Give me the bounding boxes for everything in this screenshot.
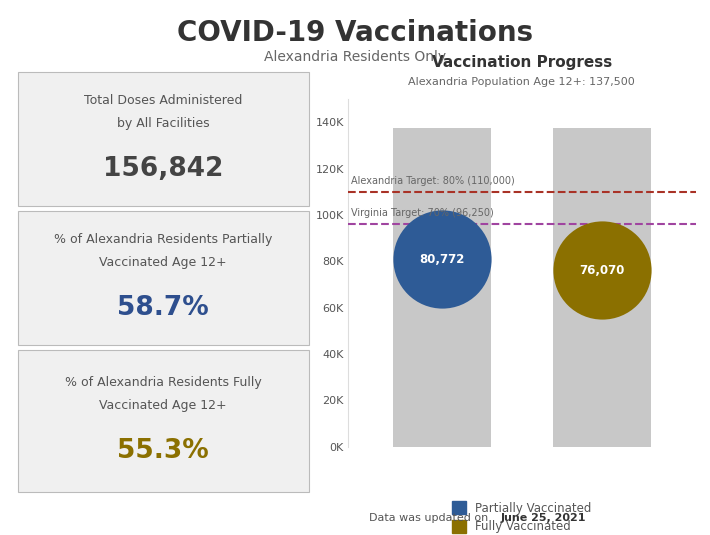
Text: % of Alexandria Residents Partially: % of Alexandria Residents Partially (54, 233, 273, 246)
Bar (553, 128, 650, 447)
Text: Alexandria Residents Only: Alexandria Residents Only (264, 50, 446, 64)
Text: Vaccinated Age 12+: Vaccinated Age 12+ (99, 399, 227, 412)
Text: 55.3%: 55.3% (117, 438, 209, 464)
Text: by All Facilities: by All Facilities (117, 117, 209, 129)
Point (596, 266, 608, 274)
Text: Vaccination Progress: Vaccination Progress (432, 55, 612, 70)
Text: COVID-19 Vaccinations: COVID-19 Vaccinations (177, 19, 533, 47)
Bar (393, 128, 491, 447)
Text: 156,842: 156,842 (103, 156, 224, 181)
Point (436, 255, 447, 264)
Text: Data was updated on: Data was updated on (369, 513, 492, 523)
Text: Total Doses Administered: Total Doses Administered (84, 94, 243, 107)
Text: Virginia Target: 70% (96,250): Virginia Target: 70% (96,250) (351, 208, 494, 218)
Text: % of Alexandria Residents Fully: % of Alexandria Residents Fully (65, 376, 262, 389)
Text: June 25, 2021: June 25, 2021 (501, 513, 586, 523)
Text: Alexandria Population Age 12+: 137,500: Alexandria Population Age 12+: 137,500 (408, 77, 635, 87)
Text: Alexandria Target: 80% (110,000): Alexandria Target: 80% (110,000) (351, 176, 515, 186)
Text: 76,070: 76,070 (579, 264, 625, 277)
Text: 80,772: 80,772 (419, 253, 464, 266)
Text: 58.7%: 58.7% (117, 295, 209, 320)
Text: Vaccinated Age 12+: Vaccinated Age 12+ (99, 256, 227, 269)
Legend: Partially Vaccinated, Fully Vaccinated: Partially Vaccinated, Fully Vaccinated (447, 497, 596, 535)
